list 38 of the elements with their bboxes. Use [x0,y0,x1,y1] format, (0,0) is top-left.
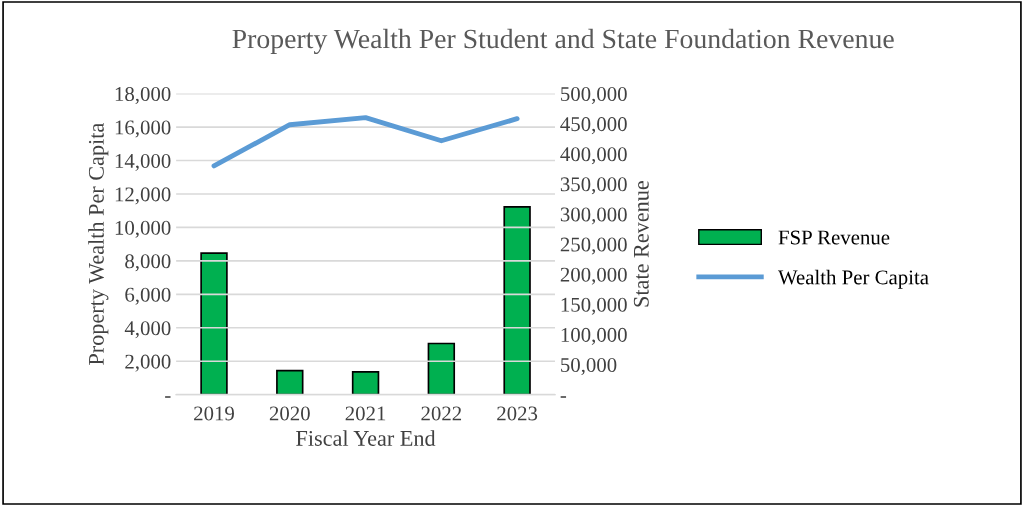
x-axis-title: Fiscal Year End [296,430,436,446]
legend-label: Wealth Per Capita [777,269,929,289]
y2-axis-title: State Revenue [633,181,649,307]
y2-tick-label: 150,000 [561,297,627,315]
y-tick-label: 4,000 [124,321,171,339]
y2-tick-label: 300,000 [560,207,627,225]
y-tick-label: - [165,396,171,398]
y-tick-label: 8,000 [125,254,171,272]
bar [351,370,380,395]
x-tick-label: 2020 [269,406,310,421]
y2-tick-label: 400,000 [560,147,627,165]
bar [276,369,304,395]
y2-tick-label: 100,000 [561,327,627,345]
y-tick-label: 10,000 [115,220,171,238]
y-tick-label: 18,000 [115,86,171,105]
x-tick-label: 2021 [345,406,386,421]
y2-tick-label: 450,000 [560,117,627,135]
bar [200,252,228,395]
y-tick-label: 16,000 [115,120,171,138]
x-tick-label: 2022 [421,406,462,421]
y-tick-label: 12,000 [115,187,171,205]
y2-tick-label: 200,000 [560,267,627,285]
x-tick-label: 2023 [497,406,538,421]
y-tick-label: 2,000 [125,354,171,372]
y-tick-label: 14,000 [115,153,171,171]
y2-tick-label: 250,000 [560,237,627,255]
y2-tick-label: 500,000 [561,86,627,105]
y-axis-title: Property Wealth Per Capita [88,123,109,365]
y-tick-label: 6,000 [125,287,171,305]
y2-tick-label: 50,000 [561,357,617,375]
legend-label: FSP Revenue [778,230,890,245]
chart-title: Property Wealth Per Student and State Foundation Revenue [232,28,894,55]
bar [503,205,531,395]
x-tick-label: 2019 [194,406,234,421]
bar [427,342,456,395]
y2-tick-label: - [560,396,567,398]
y2-tick-label: 350,000 [560,177,627,195]
line-series [211,115,520,169]
